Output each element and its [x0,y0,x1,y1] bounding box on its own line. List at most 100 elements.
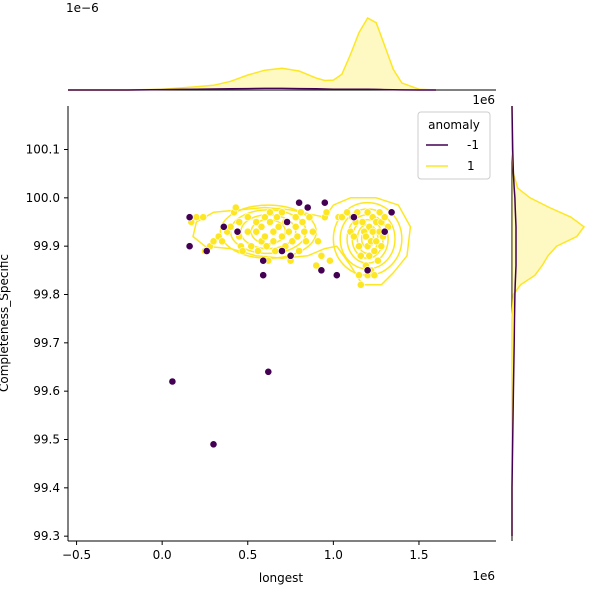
scatter-point [278,232,286,241]
right-marginal-kde [511,105,586,541]
scatter-point [314,237,322,246]
x-tick-label: 1.5 [409,548,428,562]
scatter-point [312,261,321,270]
top-kde-line-minus1 [68,87,437,91]
scatter-point [199,213,208,222]
scatter-point [291,222,300,231]
legend-label: -1 [467,138,479,152]
scatter-point [269,227,278,236]
axis-ticks: −0.5 0.0 0.5 1.0 1.5 99.3 99.4 99.5 99.6 99.7 99.8… [26,143,429,563]
scatter-point [243,227,252,236]
top-kde-fill-1 [68,18,437,90]
scatter-point [296,208,305,217]
scatter-point [259,256,268,265]
scatter-point [231,203,240,212]
scatter-point [349,213,358,222]
scatter-point [218,237,226,246]
scatter-point [325,256,334,265]
scatter-point [370,247,379,255]
kde-contour-outer [192,197,412,286]
scatter-point [372,237,381,246]
scatter-point [343,208,351,217]
scatter-point [252,218,261,226]
x-tick-label: 0.0 [153,548,172,562]
scatter-point [293,232,302,241]
scatter-point [238,247,247,255]
scatter-point [295,198,303,207]
top-kde-line-1 [68,16,437,91]
scatter-point [295,247,303,255]
scatter-point [305,213,314,222]
scatter-point [355,242,363,251]
scatter-point [260,213,269,222]
scatter-point [298,218,307,226]
scatter-point [266,208,274,217]
y-axis-multiplier: 1e6 [472,93,495,107]
x-tick-label: 1.0 [324,548,343,562]
scatter-point [185,242,194,251]
scatter-point [219,222,228,231]
scatter-point [269,237,278,246]
scatter-point [168,377,177,386]
scatter-point [303,203,312,212]
right-kde-line-1 [511,106,586,537]
scatter-point [202,247,211,255]
scatter-point [355,271,363,280]
scatter-point [257,222,266,231]
scatter-point [332,271,341,280]
scatter-point [272,213,281,222]
scatter-point [283,218,291,226]
scatter-point [380,213,389,222]
scatter-point [259,271,268,280]
scatter-point [377,242,386,251]
y-tick-label: 100.0 [26,191,60,205]
y-axis-label: Completeness_Specific [0,254,11,392]
scatter-point [387,208,396,217]
scatter-point [254,247,262,255]
scatter-point [252,227,261,236]
scatter-point [291,213,300,222]
scatter-point [260,232,269,241]
scatter-point [308,227,317,236]
scatter-point [317,251,326,260]
scatter-point [235,218,244,226]
scatter-point [209,440,218,449]
x-axis-multiplier: 1e6 [472,569,495,583]
scatter-point [266,218,274,226]
legend-box [417,111,491,180]
scatter-point [233,227,242,236]
scatter-point [361,232,370,241]
scatter-point [243,213,252,222]
scatter-point [380,227,389,236]
y-tick-label: 100.1 [26,143,60,157]
scatter-point [363,266,372,275]
scatter-point [375,208,384,217]
y-tick-label: 99.9 [33,239,60,253]
y-tick-label: 99.5 [33,433,60,447]
x-tick-label: −0.5 [62,548,91,562]
scatter-point [185,213,194,222]
scatter-point [370,271,379,280]
scatter-point [264,367,273,376]
right-kde-line-minus1 [511,105,517,537]
scatter-point [322,208,331,217]
scatter-point [356,251,365,260]
scatter-point [337,213,346,222]
scatter-point [209,237,218,246]
scatter-point [274,222,283,231]
scatter-point [271,247,280,255]
y-tick-label: 99.8 [33,288,60,302]
scatter-point [284,227,293,236]
scatter-point [300,227,309,236]
top-marginal-kde [68,16,496,91]
x-axis-label: longest [259,571,304,585]
y-tick-label: 99.4 [33,481,60,495]
scatter-point [317,266,326,275]
legend-title: anomaly [428,118,480,132]
scatter-point [349,232,358,241]
scatter-point [278,208,286,217]
scatter-point [226,222,235,231]
scatter-point [373,256,382,265]
legend-label: 1 [467,159,475,173]
scatter-point [302,237,310,246]
